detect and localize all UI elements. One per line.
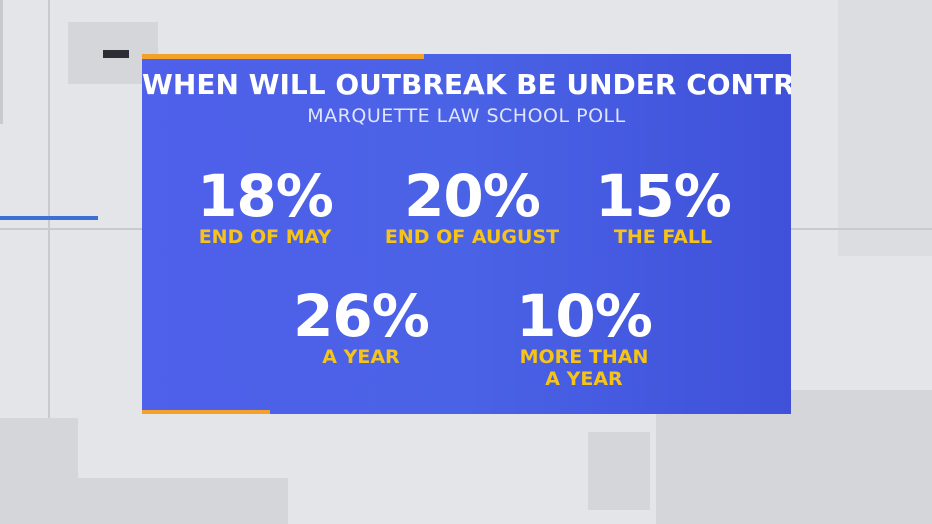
- stat-the-fall: 15% THE FALL: [553, 166, 773, 248]
- stat-percent: 26%: [293, 282, 430, 350]
- stat-a-year: 26% A YEAR: [251, 286, 471, 368]
- stat-percent: 20%: [404, 162, 541, 230]
- background-panel: [52, 478, 288, 524]
- accent-bar-top: [142, 54, 424, 59]
- stat-label: END OF MAY: [198, 226, 332, 248]
- stat-end-of-august: 20% END OF AUGUST: [362, 166, 582, 248]
- background-panel: [838, 0, 932, 256]
- stat-percent: 18%: [197, 162, 334, 230]
- stat-percent: 15%: [595, 162, 732, 230]
- page-title: WHEN WILL OUTBREAK BE UNDER CONTROL?: [142, 68, 791, 101]
- dark-accent-dash: [103, 50, 129, 58]
- stat-percent: 10%: [516, 282, 653, 350]
- stat-label-line2: A YEAR: [545, 368, 623, 390]
- stat-label: END OF AUGUST: [384, 226, 560, 248]
- stat-label: A YEAR: [322, 346, 400, 368]
- stat-label-line1: MORE THAN: [519, 346, 649, 368]
- stat-end-of-may: 18% END OF MAY: [155, 166, 375, 248]
- background-panel: [588, 432, 650, 510]
- stat-label: THE FALL: [613, 226, 713, 248]
- poll-source: MARQUETTE LAW SCHOOL POLL: [307, 105, 626, 127]
- background-divider: [48, 0, 50, 524]
- stat-more-than-a-year: 10% MORE THAN A YEAR: [474, 286, 694, 390]
- background-divider: [0, 0, 3, 124]
- blue-accent-line: [0, 216, 98, 220]
- accent-bar-bottom: [142, 410, 270, 414]
- poll-card: WHEN WILL OUTBREAK BE UNDER CONTROL? MAR…: [142, 54, 791, 414]
